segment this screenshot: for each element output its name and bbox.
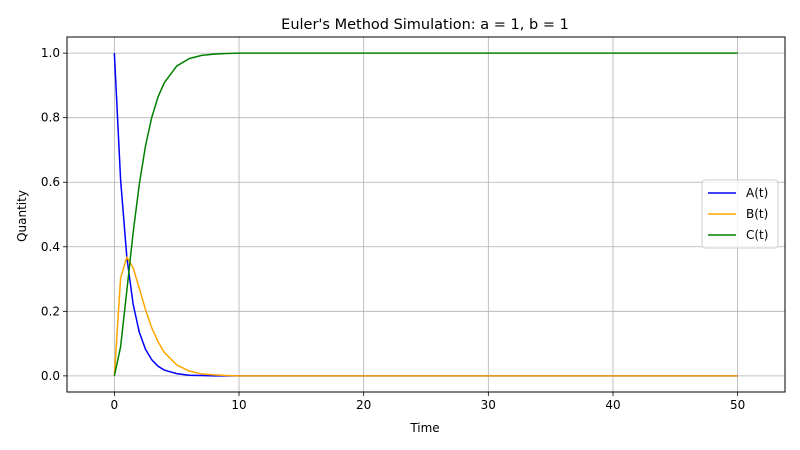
legend-box [701, 179, 779, 249]
plot-frame [66, 36, 786, 393]
x-tick-label: 50 [730, 398, 745, 412]
x-axis-ticks: 0 10 20 30 40 50 [111, 392, 745, 412]
series-line-2 [113, 256, 738, 377]
x-tick-label: 40 [605, 398, 620, 412]
x-tick-label: 0 [111, 398, 119, 412]
series-line-3 [113, 52, 738, 377]
x-tick-label: 10 [231, 398, 246, 412]
series-lines [113, 52, 738, 377]
y-tick-label: 0.0 [41, 369, 60, 383]
legend-label: B(t) [746, 207, 768, 221]
x-axis-label: Time [409, 421, 439, 435]
y-tick-label: 0.6 [41, 175, 60, 189]
grid-lines [67, 37, 785, 392]
y-tick-label: 0.4 [41, 240, 60, 254]
x-tick-label: 20 [356, 398, 371, 412]
y-axis-ticks: 0.0 0.2 0.4 0.6 0.8 1.0 [41, 46, 67, 383]
chart-title: Euler's Method Simulation: a = 1, b = 1 [281, 17, 569, 33]
legend-label: C(t) [746, 228, 768, 242]
legend-label: A(t) [746, 186, 768, 200]
y-tick-label: 0.2 [41, 304, 60, 318]
series-line-1 [113, 53, 738, 377]
x-tick-label: 30 [481, 398, 496, 412]
y-tick-label: 0.8 [41, 111, 60, 125]
y-tick-label: 1.0 [41, 46, 60, 60]
y-axis-label: Quantity [15, 190, 29, 242]
legend: A(t) B(t) C(t) [701, 179, 779, 249]
